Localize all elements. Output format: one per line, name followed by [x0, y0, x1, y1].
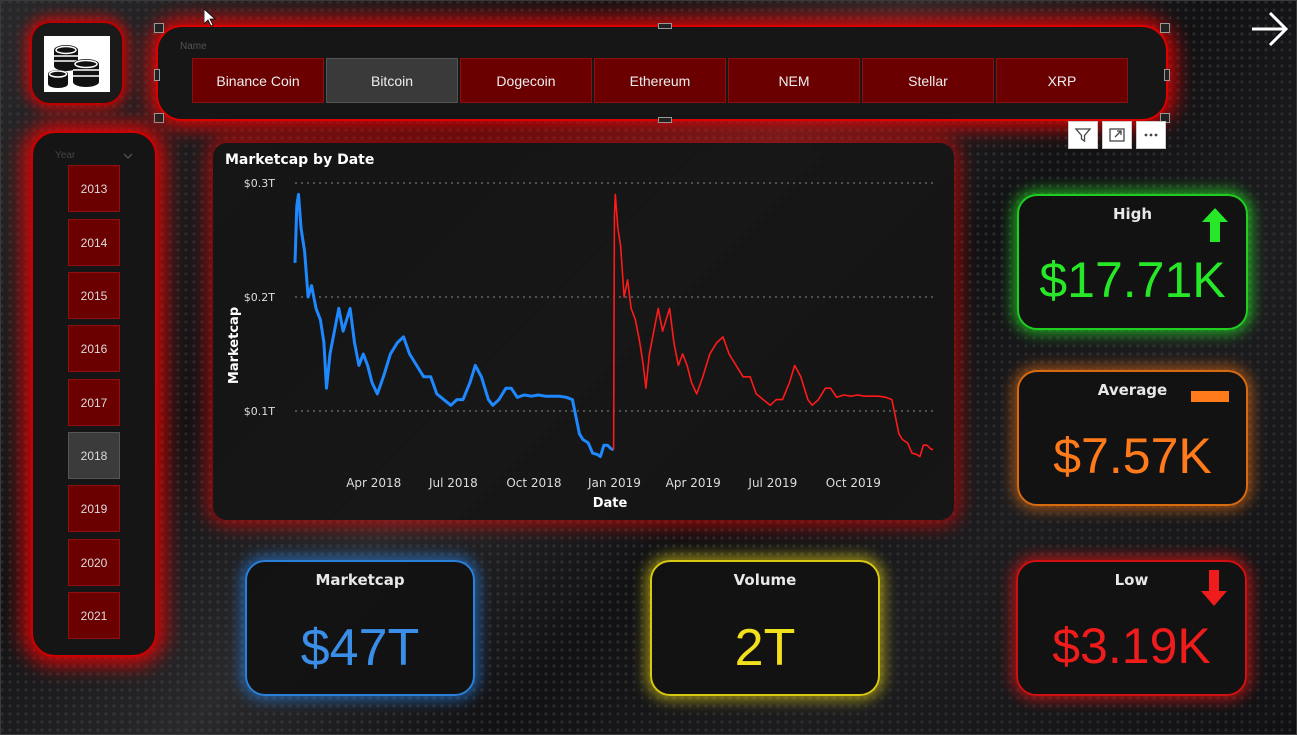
year-option-2017[interactable]: 2017 [68, 379, 120, 426]
more-options-icon[interactable] [1136, 121, 1166, 149]
year-option-2013[interactable]: 2013 [68, 165, 120, 212]
name-option-xrp[interactable]: XRP [996, 58, 1128, 103]
name-option-stellar[interactable]: Stellar [862, 58, 994, 103]
year-option-2018[interactable]: 2018 [68, 432, 120, 479]
x-tick-label: Jul 2018 [428, 476, 478, 490]
x-tick-label: Apr 2018 [346, 476, 401, 490]
year-option-2016[interactable]: 2016 [68, 325, 120, 372]
high-card-title: High [1112, 205, 1153, 223]
resize-handle-bottom-left[interactable] [154, 113, 164, 123]
x-tick-label: Apr 2019 [666, 476, 721, 490]
y-axis-label: Marketcap [227, 307, 242, 384]
average-card-value: $7.57K [1053, 428, 1212, 484]
volume-card[interactable]: Volume 2T [650, 560, 880, 696]
low-card-title: Low [1114, 571, 1149, 589]
name-slicer: Name Binance Coin Bitcoin Dogecoin Ether… [154, 23, 1170, 123]
y-tick-label: $0.2T [244, 291, 275, 304]
logo-container [30, 21, 124, 105]
resize-handle-top-right[interactable] [1160, 23, 1170, 33]
name-option-dogecoin[interactable]: Dogecoin [460, 58, 592, 103]
volume-card-value: 2T [734, 619, 796, 677]
series-line [293, 192, 615, 459]
series-line [612, 193, 934, 458]
name-option-binance-coin[interactable]: Binance Coin [192, 58, 324, 103]
y-tick-label: $0.3T [244, 177, 275, 190]
coins-icon [44, 36, 110, 92]
arrow-down-icon [1201, 570, 1227, 610]
name-option-bitcoin[interactable]: Bitcoin [326, 58, 458, 103]
resize-handle-bottom[interactable] [658, 117, 672, 123]
chart-title: Marketcap by Date [225, 152, 375, 168]
marketcap-chart[interactable]: Marketcap by Date $0.1T $0.2T $0.3T Apr 201… [213, 143, 954, 520]
year-option-2014[interactable]: 2014 [68, 219, 120, 266]
volume-card-title: Volume [733, 571, 797, 589]
y-tick-label: $0.1T [244, 405, 275, 418]
arrow-right-icon[interactable] [1248, 8, 1290, 50]
name-slicer-header: Name [180, 41, 207, 52]
name-option-ethereum[interactable]: Ethereum [594, 58, 726, 103]
name-option-nem[interactable]: NEM [728, 58, 860, 103]
chart-plot: $0.1T $0.2T $0.3T Apr 2018 Jul 2018 Oct 2018 J… [227, 177, 934, 511]
year-option-2020[interactable]: 2020 [68, 539, 120, 586]
marketcap-card-value: $47T [300, 619, 420, 677]
low-card[interactable]: Low $3.19K [1016, 560, 1247, 696]
filter-icon[interactable] [1068, 121, 1098, 149]
resize-handle-top-left[interactable] [154, 23, 164, 33]
year-option-2015[interactable]: 2015 [68, 272, 120, 319]
year-slicer-header: Year [55, 150, 76, 161]
x-tick-label: Jan 2019 [587, 476, 641, 490]
resize-handle-top[interactable] [658, 23, 672, 29]
year-option-2021[interactable]: 2021 [68, 592, 120, 639]
x-tick-label: Jul 2019 [747, 476, 797, 490]
chevron-down-icon[interactable] [123, 146, 133, 159]
marketcap-card-title: Marketcap [315, 571, 405, 589]
dash-icon [1191, 391, 1229, 402]
marketcap-card[interactable]: Marketcap $47T [245, 560, 475, 696]
name-slicer-buttons: Binance Coin Bitcoin Dogecoin Ethereum N… [192, 58, 1128, 103]
focus-mode-icon[interactable] [1102, 121, 1132, 149]
year-slicer: Year 2013 2014 2015 2016 2017 2018 2019 … [31, 131, 157, 657]
high-card[interactable]: High $17.71K [1017, 194, 1248, 330]
average-card-title: Average [1097, 381, 1168, 399]
resize-handle-left[interactable] [154, 69, 160, 81]
mouse-cursor [203, 8, 217, 27]
year-option-2019[interactable]: 2019 [68, 485, 120, 532]
low-card-value: $3.19K [1052, 618, 1211, 674]
arrow-up-icon [1202, 208, 1228, 246]
x-tick-label: Oct 2019 [826, 476, 881, 490]
average-card[interactable]: Average $7.57K [1017, 370, 1248, 506]
x-axis-label: Date [593, 496, 628, 511]
high-card-value: $17.71K [1039, 252, 1226, 308]
resize-handle-right[interactable] [1164, 69, 1170, 81]
x-tick-label: Oct 2018 [506, 476, 561, 490]
